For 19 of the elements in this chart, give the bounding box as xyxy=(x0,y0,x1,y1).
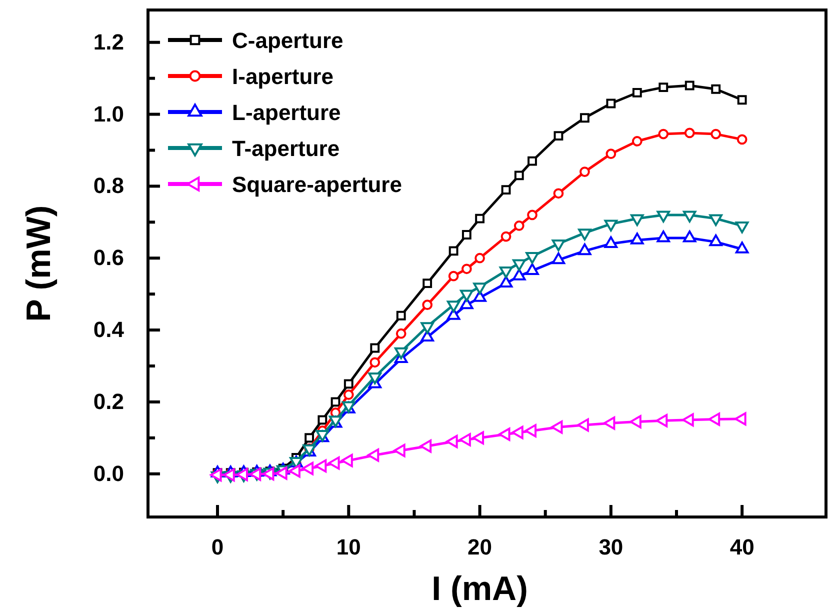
y-axis-title: P (mW) xyxy=(20,205,58,322)
x-tick-label: 20 xyxy=(468,534,492,560)
legend-label: I-aperture xyxy=(232,64,334,89)
y-tick-label: 0.0 xyxy=(93,460,124,486)
y-tick-label: 0.8 xyxy=(93,173,124,198)
x-tick-label: 10 xyxy=(336,534,361,560)
y-tick-label: 0.6 xyxy=(93,245,124,270)
legend-label: Square-aperture xyxy=(232,172,402,197)
x-tick-label: 40 xyxy=(730,534,754,560)
x-tick-label: 30 xyxy=(598,534,624,560)
x-tick-label: 0 xyxy=(211,534,224,560)
y-tick-label: 1.2 xyxy=(93,29,124,54)
x-axis-title: I (mA) xyxy=(432,570,528,608)
legend-label: C-aperture xyxy=(232,28,344,53)
y-tick-label: 0.4 xyxy=(93,317,125,342)
y-tick-label: 0.2 xyxy=(93,388,124,414)
legend-label: T-aperture xyxy=(232,136,340,161)
y-tick-label: 1.0 xyxy=(93,101,124,126)
legend-label: L-aperture xyxy=(232,100,341,125)
